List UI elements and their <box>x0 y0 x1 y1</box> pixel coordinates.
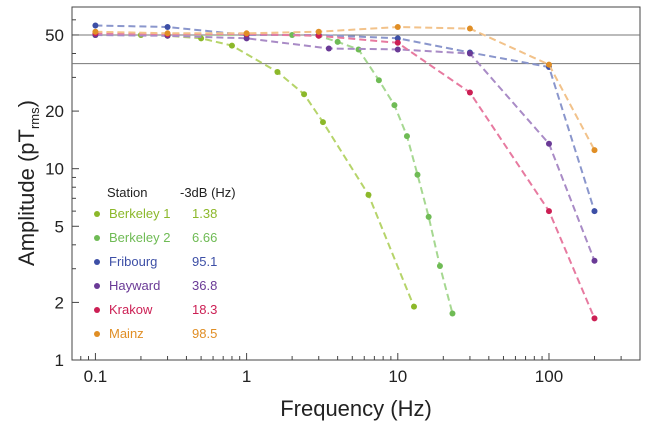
data-point-mainz <box>394 24 401 31</box>
data-point-berkeley-1 <box>301 91 308 98</box>
legend-name-hayward: Hayward <box>109 278 160 293</box>
data-point-berkeley-2 <box>403 133 410 140</box>
legend-cutoff-hayward: 36.8 <box>192 278 217 293</box>
data-point-fribourg <box>92 22 99 29</box>
x-axis-title: Frequency (Hz) <box>280 396 432 421</box>
y-tick-label: 10 <box>45 160 64 179</box>
data-point-berkeley-2 <box>436 262 443 269</box>
x-axis-ticks: 0.1 1 10 100 <box>71 353 641 386</box>
data-point-krakow <box>466 89 473 96</box>
data-point-fribourg <box>591 208 598 215</box>
series-line-hayward <box>95 34 596 262</box>
y-tick-label: 5 <box>55 217 64 236</box>
plot-frame <box>71 6 641 361</box>
legend-marker-hayward <box>94 283 100 289</box>
legend-name-berkeley-1: Berkeley 1 <box>109 206 170 221</box>
legend-marker-fribourg <box>94 259 100 265</box>
series-krakow <box>92 30 598 322</box>
legend-cutoff-fribourg: 95.1 <box>192 254 217 269</box>
data-point-mainz <box>545 61 552 68</box>
data-point-krakow <box>545 208 552 215</box>
data-point-berkeley-2 <box>334 38 341 45</box>
y-axis-title-subscript: rms <box>27 107 42 129</box>
legend-name-mainz: Mainz <box>109 326 144 341</box>
y-axis-ticks: 1 2 5 10 20 50 <box>45 6 79 370</box>
data-point-berkeley-2 <box>449 310 456 317</box>
y-axis-title-close: ) <box>14 100 39 107</box>
y-tick-label: 1 <box>55 351 64 370</box>
x-tick-label: 1 <box>242 367 251 386</box>
legend: Station -3dB (Hz) Berkeley 1 1.38 Berkeley… <box>94 185 236 341</box>
y-tick-label: 20 <box>45 102 64 121</box>
data-point-fribourg <box>164 24 171 31</box>
legend-name-krakow: Krakow <box>109 302 153 317</box>
data-point-hayward <box>325 45 332 52</box>
data-point-berkeley-2 <box>425 213 432 220</box>
legend-header-station: Station <box>107 185 147 200</box>
series-line-fribourg <box>95 24 596 212</box>
data-point-berkeley-2 <box>414 171 421 178</box>
y-axis-title-main: Amplitude (pT <box>14 129 39 266</box>
data-point-berkeley-2 <box>375 77 382 84</box>
x-tick-label: 0.1 <box>84 367 108 386</box>
data-point-berkeley-1 <box>228 42 235 49</box>
series-line-berkeley-2 <box>95 34 454 314</box>
x-tick-label: 100 <box>535 367 563 386</box>
data-point-berkeley-1 <box>365 191 372 198</box>
data-point-krakow <box>591 315 598 322</box>
legend-header-cutoff: -3dB (Hz) <box>180 185 236 200</box>
legend-name-fribourg: Fribourg <box>109 254 157 269</box>
legend-cutoff-krakow: 18.3 <box>192 302 217 317</box>
series-layer <box>92 22 598 322</box>
data-point-berkeley-1 <box>319 119 326 126</box>
y-tick-label: 50 <box>45 26 64 45</box>
legend-cutoff-mainz: 98.5 <box>192 326 217 341</box>
data-point-hayward <box>394 46 401 53</box>
data-point-mainz <box>164 30 171 37</box>
series-line-krakow <box>95 32 596 319</box>
series-line-mainz <box>95 25 596 151</box>
data-point-mainz <box>315 28 322 35</box>
legend-marker-berkeley-2 <box>94 235 100 241</box>
data-point-hayward <box>243 35 250 42</box>
series-mainz <box>92 24 598 154</box>
data-point-mainz <box>92 28 99 35</box>
data-point-hayward <box>545 140 552 147</box>
data-point-berkeley-2 <box>289 31 296 38</box>
legend-marker-krakow <box>94 307 100 313</box>
data-point-mainz <box>243 30 250 37</box>
data-point-hayward <box>466 50 473 57</box>
y-axis-title: Amplitude (pTrms) <box>14 100 42 266</box>
data-point-berkeley-2 <box>391 102 398 109</box>
legend-marker-mainz <box>94 331 100 337</box>
data-point-mainz <box>591 147 598 154</box>
data-point-berkeley-1 <box>410 303 417 310</box>
data-point-berkeley-1 <box>274 69 281 76</box>
data-point-krakow <box>394 39 401 46</box>
data-point-fribourg <box>394 35 401 42</box>
legend-cutoff-berkeley-2: 6.66 <box>192 230 217 245</box>
legend-marker-berkeley-1 <box>94 211 100 217</box>
data-point-mainz <box>466 25 473 32</box>
y-tick-label: 2 <box>55 293 64 312</box>
data-point-hayward <box>591 257 598 264</box>
legend-name-berkeley-2: Berkeley 2 <box>109 230 170 245</box>
legend-cutoff-berkeley-1: 1.38 <box>192 206 217 221</box>
x-tick-label: 10 <box>388 367 407 386</box>
